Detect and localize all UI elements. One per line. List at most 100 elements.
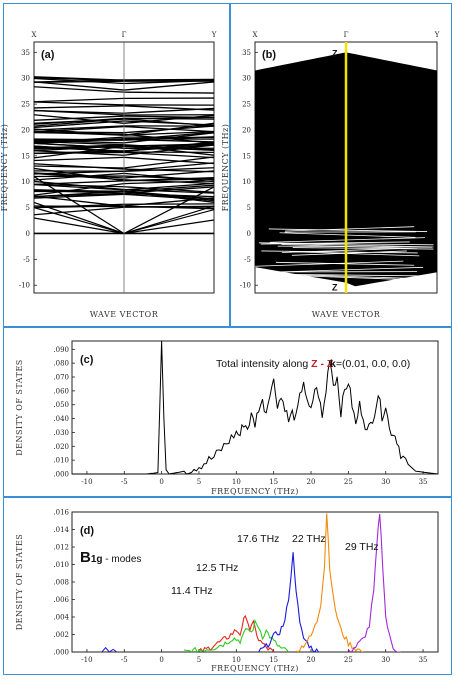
y-tick-label: 5: [26, 204, 30, 212]
x-axis-label: FREQUENCY (THz): [211, 664, 299, 673]
y-tick-label: .016: [53, 509, 69, 517]
y-tick-label: .060: [53, 387, 69, 395]
peak-label: 29 THz: [345, 541, 379, 553]
band-line: [34, 125, 125, 131]
band-line: [123, 186, 214, 235]
x-tick-label: X: [32, 31, 37, 39]
series-green-line: [183, 618, 290, 652]
y-tick-label: 35: [21, 49, 30, 57]
band-line: [34, 207, 125, 235]
y-tick-label: 30: [242, 75, 251, 83]
x-tick-label: -5: [121, 656, 128, 664]
band-line: [34, 180, 125, 186]
mode-symbol: B: [80, 549, 91, 566]
series-red-line: [198, 614, 275, 652]
panel-label: (d): [80, 525, 94, 537]
band-line: [34, 81, 125, 91]
z-label-top: Z: [332, 48, 338, 58]
z-label-bottom: Z: [332, 282, 338, 292]
chart-panel-d: .000 .002 .004 .006 .008 .010 .012 .014 .016 -10 -…: [15, 509, 439, 673]
y-tick-label: .004: [53, 614, 69, 622]
peak-label: 11.4 THz: [171, 585, 213, 597]
mode-label: B1g - modes: [80, 549, 141, 566]
band-line: [34, 138, 125, 142]
y-tick-label: 15: [242, 152, 251, 160]
x-tick-label: 0: [159, 478, 163, 486]
band-line: [34, 145, 125, 153]
band-line: [34, 77, 125, 85]
y-tick-label: 5: [247, 204, 251, 212]
band-line: [123, 182, 214, 191]
y-tick-label: .070: [53, 374, 69, 382]
y-tick-label: .030: [53, 429, 69, 437]
peak-label: 22 THz: [292, 533, 326, 545]
band-line: [123, 205, 214, 210]
band-gap: [285, 226, 415, 232]
band-line: [34, 206, 125, 216]
band-line: [123, 132, 214, 144]
x-axis-label: FREQUENCY (THz): [211, 487, 299, 496]
series-group: [101, 513, 401, 652]
band-gap: [255, 260, 404, 267]
x-tick-label: Y: [434, 31, 440, 39]
band-line: [123, 190, 214, 203]
y-tick-label: -10: [19, 282, 30, 290]
x-tick-label: -10: [81, 478, 92, 486]
x-tick-label: 20: [307, 478, 316, 486]
band-line: [34, 86, 125, 93]
k-vector-label: k=(0.01, 0.0, 0.0): [330, 358, 410, 370]
y-tick-label: -10: [240, 282, 251, 290]
band-line: [34, 125, 125, 133]
band-line: [123, 130, 214, 136]
band-line: [123, 219, 214, 235]
dos-curve: [72, 340, 439, 475]
band-gap: [281, 244, 418, 250]
y-tick-label: 20: [242, 126, 251, 134]
x-tick-label: 15: [269, 478, 278, 486]
x-tick-label: 35: [419, 478, 428, 486]
y-tick-label: 35: [242, 49, 251, 57]
peak-label: 12.5 THz: [196, 562, 238, 574]
band-line: [34, 145, 125, 159]
mode-subscript: 1g: [91, 554, 103, 565]
band-line: [34, 195, 125, 207]
y-tick-label: .090: [53, 346, 69, 354]
band-line: [34, 109, 125, 114]
band-line: [123, 144, 214, 147]
y-axis-label: FREQUENCY (THz): [221, 124, 230, 212]
band-line: [123, 151, 214, 159]
x-tick-label: 10: [232, 478, 241, 486]
y-tick-label: 30: [21, 75, 30, 83]
band-line: [34, 105, 125, 109]
panel-label-bg: [38, 46, 64, 62]
band-gap: [281, 248, 399, 253]
chart-panel-a: -10 -5 0 5 10 15 20 25 30 35 X Γ Y WAVE VECTOR FREQUEN…: [0, 31, 217, 319]
y-tick-label: 25: [242, 101, 251, 109]
band-gap: [269, 237, 426, 243]
band-line: [34, 182, 125, 196]
y-axis-label: DENSITY OF STATES: [15, 534, 24, 631]
y-tick-label: .014: [53, 526, 69, 534]
y-axis-label: FREQUENCY (THz): [0, 124, 9, 212]
k-symbol: k: [330, 358, 336, 370]
band-line: [123, 177, 214, 182]
band-line: [34, 114, 125, 124]
y-tick-label: .000: [53, 649, 69, 657]
band-line: [34, 115, 125, 121]
band-line: [34, 183, 125, 191]
x-tick-label: -5: [121, 478, 128, 486]
band-line: [123, 137, 214, 140]
panel-label: (b): [262, 49, 276, 61]
x-tick-label: 25: [344, 478, 353, 486]
intensity-title: Total intensity along Z - Z: [216, 358, 334, 370]
band-line: [123, 156, 214, 169]
band-line: [123, 209, 214, 235]
y-tick-label: .040: [53, 415, 69, 423]
band-line: [123, 138, 214, 143]
y-tick-label: .002: [53, 631, 69, 639]
k-value: =(0.01, 0.0, 0.0): [336, 358, 410, 370]
x-tick-label: 25: [344, 656, 353, 664]
x-tick-label: 0: [159, 656, 163, 664]
x-tick-label: Γ: [122, 31, 127, 39]
x-tick-label: 35: [419, 656, 428, 664]
